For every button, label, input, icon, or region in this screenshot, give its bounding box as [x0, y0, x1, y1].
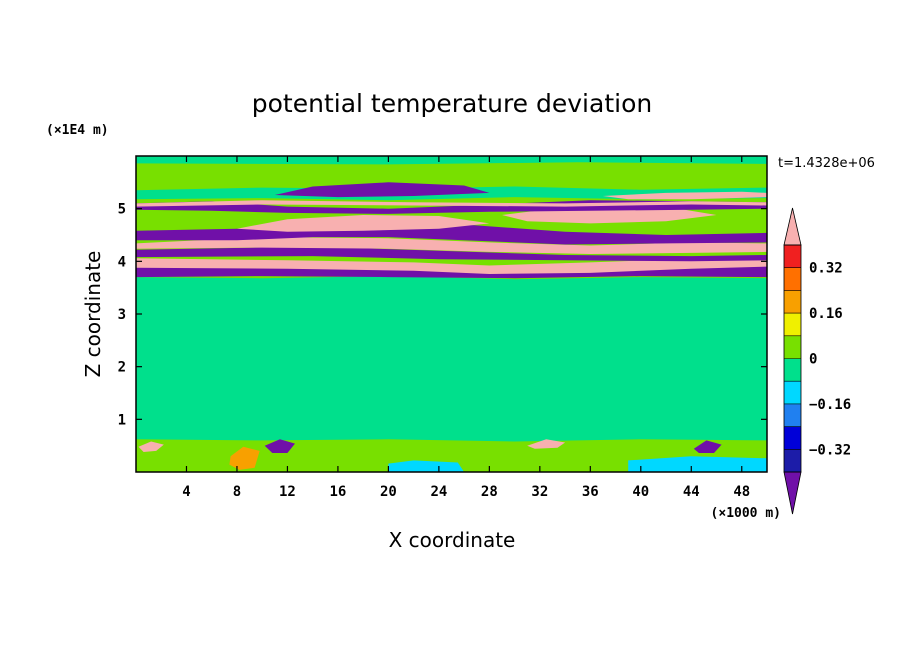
contour-band [237, 215, 490, 232]
colorbar-swatch [784, 313, 801, 337]
x-tick-label: 44 [683, 484, 700, 500]
contour-band [602, 191, 767, 200]
x-tick-label: 40 [632, 484, 649, 500]
y-tick-label: 1 [118, 412, 126, 428]
colorbar-swatch [784, 426, 801, 450]
x-tick-label: 16 [329, 484, 346, 500]
x-axis-unit: (×1000 m) [711, 506, 781, 521]
colorbar-swatch [784, 267, 801, 291]
colorbar-label: −0.16 [809, 397, 851, 413]
colorbar-swatch [784, 358, 801, 382]
y-axis-ticks: 1 2 3 4 5 [118, 202, 767, 428]
y-axis-label: Z coordinate [81, 251, 105, 378]
x-tick-label: 32 [531, 484, 548, 500]
colorbar-label: 0 [809, 352, 817, 368]
x-tick-label: 4 [182, 484, 190, 500]
contour-band [274, 182, 490, 198]
x-tick-label: 36 [582, 484, 599, 500]
time-label: t=1.4328e+06 [778, 156, 875, 171]
colorbar-swatch [784, 335, 801, 359]
contour-band [138, 441, 164, 452]
contour-band [628, 456, 767, 472]
colorbar-label: 0.16 [809, 306, 843, 322]
contour-band [264, 439, 295, 453]
x-tick-label: 12 [279, 484, 296, 500]
x-tick-label: 28 [481, 484, 498, 500]
colorbar-swatch [784, 290, 801, 314]
contour-band [136, 246, 767, 262]
contour-band [136, 156, 767, 165]
contour-band [388, 460, 465, 472]
y-tick-label: 3 [118, 307, 126, 323]
colorbar-swatch [784, 403, 801, 427]
x-tick-label: 48 [733, 484, 750, 500]
contour-band [136, 237, 767, 254]
contour-band [136, 200, 767, 207]
colorbar-over-arrow [783, 207, 802, 246]
y-tick-label: 5 [118, 202, 126, 218]
chart-title: potential temperature deviation [252, 89, 652, 118]
colorbar-label: −0.32 [809, 442, 851, 458]
colorbar: 0.32 0.16 0 −0.16 −0.32 [783, 207, 851, 515]
contour-band [136, 258, 767, 274]
colorbar-under-arrow [783, 471, 802, 515]
colorbar-swatch [784, 245, 801, 268]
contour-band [229, 446, 260, 470]
y-tick-label: 4 [118, 254, 126, 270]
x-tick-label: 20 [380, 484, 397, 500]
contour-band [527, 439, 566, 449]
y-axis-unit: (×1E4 m) [46, 123, 109, 138]
x-tick-label: 24 [430, 484, 447, 500]
contour-band [136, 276, 767, 442]
colorbar-label: 0.32 [809, 261, 843, 277]
x-tick-label: 8 [233, 484, 241, 500]
y-tick-label: 2 [118, 360, 126, 376]
contour-band [693, 440, 722, 453]
x-axis-ticks: 4 8 12 16 20 24 28 32 36 40 44 48 [182, 156, 750, 500]
x-axis-label: X coordinate [389, 528, 516, 552]
colorbar-swatch [784, 381, 801, 405]
contour-fills [136, 156, 767, 472]
colorbar-swatch [784, 449, 801, 473]
